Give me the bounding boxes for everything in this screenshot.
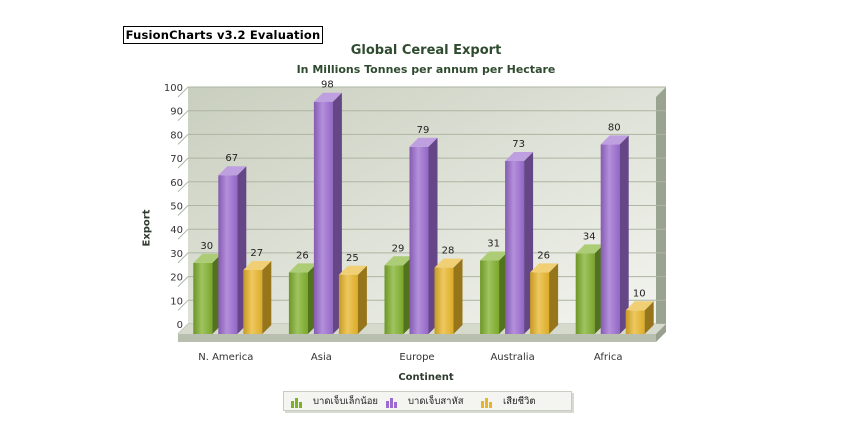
bar-top bbox=[338, 265, 367, 275]
data-label: 79 bbox=[417, 125, 430, 136]
x-axis-title: Continent bbox=[398, 372, 454, 383]
gridline-depth bbox=[177, 205, 189, 216]
chart-subtitle: In Millions Tonnes per annum per Hectare bbox=[296, 63, 556, 76]
bar-side bbox=[619, 135, 629, 334]
data-label: 67 bbox=[225, 153, 238, 164]
data-label: 25 bbox=[346, 253, 359, 264]
plot-side-wall bbox=[656, 87, 666, 334]
bar bbox=[575, 253, 595, 334]
x-tick-label: Europe bbox=[399, 352, 434, 363]
data-label: 30 bbox=[200, 241, 213, 252]
x-tick-label: Asia bbox=[311, 352, 332, 363]
bar bbox=[434, 267, 454, 334]
y-tick-label: 100 bbox=[164, 83, 183, 94]
bar bbox=[193, 262, 213, 334]
bar bbox=[338, 274, 358, 334]
gridline-depth bbox=[177, 86, 189, 98]
bar-top bbox=[600, 135, 629, 145]
data-label: 98 bbox=[321, 80, 334, 91]
gridline-depth bbox=[177, 134, 189, 145]
x-tick-label: N. America bbox=[198, 352, 253, 363]
bar-side bbox=[357, 265, 367, 334]
data-label: 28 bbox=[442, 246, 455, 257]
bar-top bbox=[313, 92, 342, 102]
bar bbox=[313, 101, 333, 335]
bar-top bbox=[409, 137, 438, 147]
y-tick-label: 80 bbox=[170, 130, 183, 141]
x-tick-label: Australia bbox=[490, 352, 534, 363]
data-label: 73 bbox=[512, 139, 525, 150]
data-label: 29 bbox=[392, 243, 405, 254]
gridline-depth bbox=[177, 252, 189, 264]
bar bbox=[288, 272, 308, 334]
bar bbox=[530, 272, 550, 334]
legend-label: เสียชีวิต bbox=[503, 396, 536, 407]
y-tick-label: 40 bbox=[170, 225, 183, 236]
bar-side bbox=[549, 263, 559, 334]
data-label: 10 bbox=[633, 288, 646, 299]
bar bbox=[384, 265, 404, 334]
bar-top bbox=[193, 253, 222, 263]
bar-side bbox=[332, 92, 342, 335]
bar bbox=[480, 260, 500, 334]
bar bbox=[505, 160, 525, 334]
bar-side bbox=[262, 261, 272, 334]
gridline-depth bbox=[177, 181, 189, 193]
data-label: 26 bbox=[296, 250, 309, 261]
bar bbox=[600, 144, 620, 334]
gridline-depth bbox=[177, 276, 189, 287]
bar-top bbox=[243, 261, 272, 271]
bar-top bbox=[434, 258, 463, 268]
plot-base bbox=[178, 334, 656, 342]
bar-top bbox=[530, 263, 559, 273]
y-tick-label: 70 bbox=[170, 154, 183, 165]
gridline-depth bbox=[177, 157, 189, 169]
y-tick-label: 50 bbox=[170, 202, 183, 213]
evaluation-watermark: FusionCharts v3.2 Evaluation bbox=[123, 26, 323, 44]
y-tick-label: 0 bbox=[177, 320, 183, 331]
chart-title: Global Cereal Export bbox=[350, 43, 502, 58]
bar bbox=[218, 175, 238, 334]
bar-top bbox=[575, 244, 604, 254]
legend-swatch-icon bbox=[291, 398, 302, 408]
legend-swatch-icon bbox=[386, 398, 397, 408]
y-tick-label: 90 bbox=[170, 107, 183, 118]
data-label: 26 bbox=[537, 250, 550, 261]
bar-top bbox=[288, 263, 317, 273]
gridline-depth bbox=[177, 110, 189, 122]
y-tick-label: 60 bbox=[170, 178, 183, 189]
legend-label: บาดเจ็บเล็กน้อย bbox=[313, 396, 378, 407]
plot-base-side bbox=[656, 324, 666, 342]
data-label: 31 bbox=[487, 239, 500, 250]
bar-side bbox=[453, 258, 463, 334]
bar bbox=[409, 146, 429, 334]
bar-side bbox=[644, 301, 654, 334]
bar-top bbox=[625, 301, 654, 311]
bar-top bbox=[505, 151, 534, 161]
data-label: 80 bbox=[608, 122, 621, 133]
legend-label: บาดเจ็บสาหัส bbox=[408, 396, 464, 407]
y-tick-label: 10 bbox=[170, 296, 183, 307]
gridline-depth bbox=[177, 228, 189, 240]
bar bbox=[243, 270, 263, 334]
bar-top bbox=[218, 166, 247, 176]
y-tick-label: 20 bbox=[170, 273, 183, 284]
gridline-depth bbox=[177, 299, 189, 311]
legend: บาดเจ็บเล็กน้อย บาดเจ็บสาหัส เสียชีวิต bbox=[283, 391, 572, 411]
bar-top bbox=[480, 251, 509, 261]
data-label: 34 bbox=[583, 231, 596, 242]
x-tick-label: Africa bbox=[594, 352, 623, 363]
legend-swatch-icon bbox=[481, 398, 492, 408]
bar bbox=[625, 310, 645, 334]
bar-top bbox=[384, 256, 413, 266]
data-label: 27 bbox=[250, 248, 263, 259]
y-tick-label: 30 bbox=[170, 249, 183, 260]
